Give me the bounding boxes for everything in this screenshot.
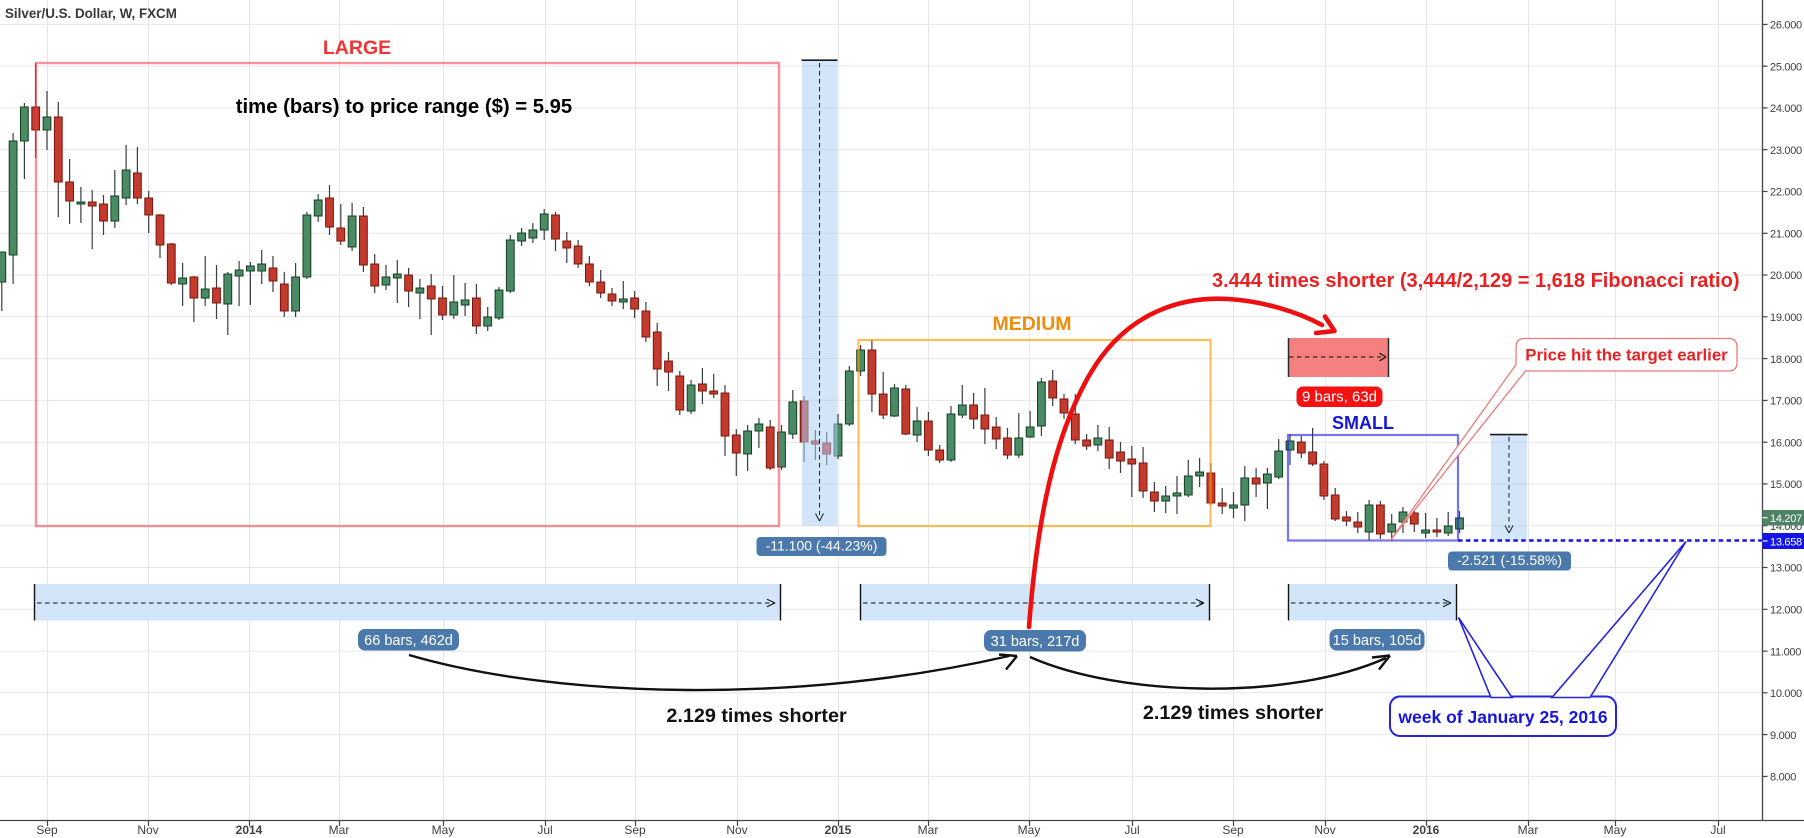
- svg-text:17.000: 17.000: [1770, 396, 1802, 408]
- svg-text:14.207: 14.207: [1770, 513, 1802, 525]
- svg-text:MEDIUM: MEDIUM: [992, 313, 1071, 335]
- svg-text:10.000: 10.000: [1770, 688, 1802, 700]
- svg-text:Sep: Sep: [624, 823, 646, 837]
- svg-text:11.000: 11.000: [1770, 646, 1801, 658]
- svg-text:2015: 2015: [825, 823, 852, 837]
- svg-text:Sep: Sep: [36, 823, 58, 837]
- svg-text:2016: 2016: [1413, 823, 1440, 837]
- svg-text:-2.521 (-15.58%): -2.521 (-15.58%): [1457, 552, 1562, 568]
- svg-text:Mar: Mar: [918, 823, 939, 837]
- svg-text:20.000: 20.000: [1770, 270, 1802, 282]
- svg-text:8.000: 8.000: [1770, 772, 1796, 784]
- svg-text:Silver/U.S. Dollar, W, FXCM: Silver/U.S. Dollar, W, FXCM: [5, 6, 177, 21]
- svg-text:Sep: Sep: [1222, 823, 1244, 837]
- svg-text:25.000: 25.000: [1770, 61, 1802, 73]
- svg-text:Jul: Jul: [537, 823, 552, 837]
- svg-text:Price hit the target earlier: Price hit the target earlier: [1525, 346, 1728, 365]
- svg-text:19.000: 19.000: [1770, 312, 1802, 324]
- svg-text:66 bars, 462d: 66 bars, 462d: [364, 633, 453, 649]
- svg-text:22.000: 22.000: [1770, 187, 1802, 199]
- svg-text:LARGE: LARGE: [323, 37, 391, 59]
- svg-text:9.000: 9.000: [1770, 730, 1796, 742]
- svg-text:15.000: 15.000: [1770, 479, 1802, 491]
- svg-text:Mar: Mar: [329, 823, 350, 837]
- svg-text:May: May: [1604, 823, 1627, 837]
- svg-text:2.129 times shorter: 2.129 times shorter: [666, 705, 847, 727]
- svg-text:Nov: Nov: [726, 823, 747, 837]
- svg-text:Nov: Nov: [1314, 823, 1335, 837]
- svg-text:15 bars, 105d: 15 bars, 105d: [1333, 633, 1422, 649]
- svg-text:May: May: [1018, 823, 1041, 837]
- svg-text:2.129 times shorter: 2.129 times shorter: [1143, 702, 1324, 724]
- svg-text:Mar: Mar: [1518, 823, 1539, 837]
- svg-text:2014: 2014: [236, 823, 263, 837]
- svg-text:-11.100 (-44.23%): -11.100 (-44.23%): [766, 538, 878, 554]
- svg-text:SMALL: SMALL: [1332, 413, 1394, 433]
- svg-text:13.000: 13.000: [1770, 563, 1802, 575]
- svg-text:21.000: 21.000: [1770, 229, 1802, 241]
- svg-text:13.658: 13.658: [1770, 537, 1802, 549]
- svg-text:16.000: 16.000: [1770, 437, 1802, 449]
- svg-text:week of January 25, 2016: week of January 25, 2016: [1397, 707, 1607, 727]
- svg-text:Jul: Jul: [1710, 823, 1725, 837]
- svg-text:3.444 times shorter (3,444/2,1: 3.444 times shorter (3,444/2,129 = 1,618…: [1212, 270, 1740, 292]
- svg-text:time (bars) to price range ($): time (bars) to price range ($) = 5.95: [236, 96, 572, 118]
- svg-text:May: May: [432, 823, 455, 837]
- svg-text:9 bars, 63d: 9 bars, 63d: [1302, 389, 1377, 406]
- svg-text:23.000: 23.000: [1770, 145, 1802, 157]
- svg-text:31 bars, 217d: 31 bars, 217d: [991, 634, 1080, 650]
- svg-text:Nov: Nov: [137, 823, 158, 837]
- svg-text:12.000: 12.000: [1770, 605, 1802, 617]
- svg-text:18.000: 18.000: [1770, 354, 1802, 366]
- svg-text:Jul: Jul: [1124, 823, 1139, 837]
- svg-text:26.000: 26.000: [1770, 20, 1802, 32]
- svg-text:24.000: 24.000: [1770, 103, 1802, 115]
